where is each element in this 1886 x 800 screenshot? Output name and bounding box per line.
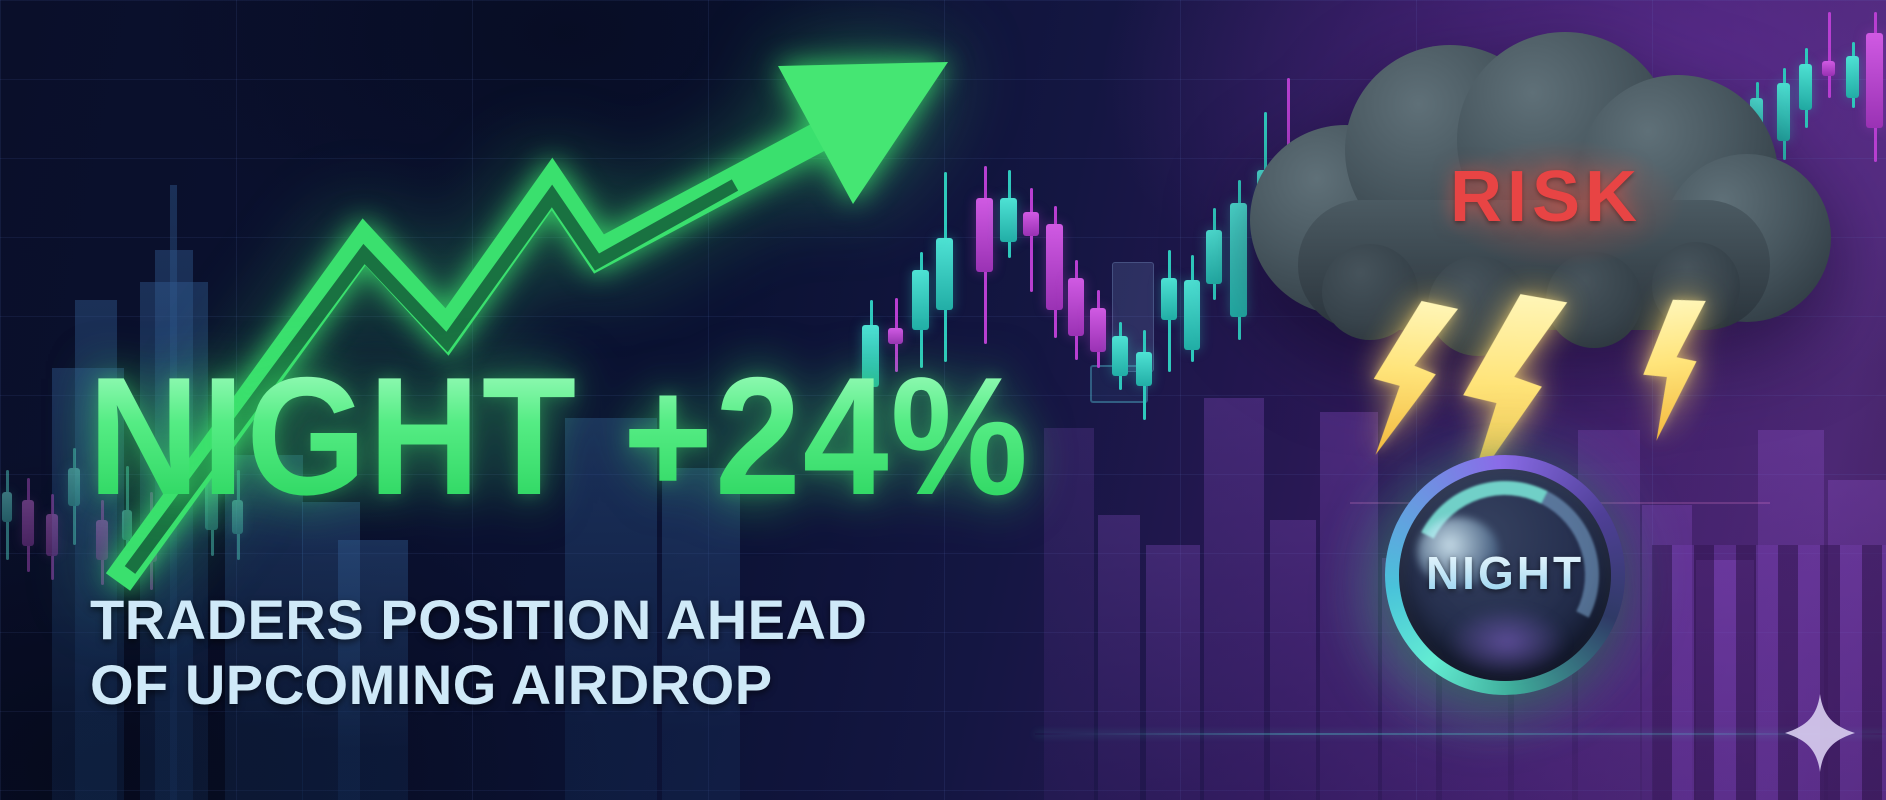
volume-bar (1204, 398, 1264, 800)
candle-body (936, 238, 953, 310)
candle-body (1090, 308, 1106, 352)
skyline-building (52, 368, 124, 800)
candle-body (1046, 224, 1063, 310)
candle-body (22, 500, 34, 546)
candle-body (46, 514, 58, 556)
candle-body (2, 492, 12, 522)
skyline-building (565, 418, 657, 800)
lightning-bolt-icon (1463, 294, 1568, 492)
volume-bar (1044, 428, 1094, 800)
candle-body (1777, 83, 1790, 141)
bar-stripes (1652, 545, 1886, 800)
subtitle: TRADERS POSITION AHEAD OF UPCOMING AIRDR… (90, 588, 867, 718)
volume-bar (1270, 520, 1316, 800)
volume-bar (1146, 545, 1200, 800)
lightning-bolt-icon (1643, 299, 1706, 441)
night-token-coin: NIGHT (1385, 455, 1625, 695)
candle-body (1230, 203, 1247, 317)
skyline-building (662, 468, 740, 800)
candle-body (1799, 64, 1812, 110)
candle-body (1866, 33, 1883, 128)
cloud-puff (1322, 244, 1418, 340)
candle-body (1023, 212, 1039, 236)
candle-body (1161, 278, 1177, 320)
candle-body (1112, 336, 1128, 376)
volume-bar (1098, 515, 1140, 800)
skyline-building (338, 540, 408, 800)
coin-label: NIGHT (1385, 546, 1625, 600)
coin-highlight (1417, 517, 1499, 587)
candle-body (96, 520, 108, 560)
skyline-building (302, 502, 360, 800)
candle-body (1068, 278, 1084, 336)
candle-wick (1030, 188, 1033, 292)
risk-glow (1396, 118, 1726, 288)
candle-body (122, 510, 132, 540)
risk-label: RISK (1449, 157, 1643, 237)
subtitle-line2: OF UPCOMING AIRDROP (90, 652, 773, 716)
subtitle-line1: TRADERS POSITION AHEAD (90, 588, 868, 651)
candle-body (68, 468, 80, 506)
candle-body (205, 478, 218, 530)
candle-body (888, 328, 903, 344)
sparkle-icon (1785, 694, 1855, 772)
candle-wick (1827, 12, 1831, 98)
coin-shadow (1447, 607, 1567, 677)
candle-body (1136, 352, 1152, 386)
candle-body (232, 500, 243, 534)
candle-body (1822, 61, 1835, 76)
candle-body (862, 325, 879, 387)
candle-body (1846, 56, 1859, 98)
candle-body (1184, 280, 1200, 350)
candle-body (1000, 198, 1017, 242)
volume-bar (1320, 412, 1378, 800)
candle-body (912, 270, 929, 330)
storm-cloud-icon: RISK (1250, 32, 1848, 356)
glow-line-teal (1035, 733, 1886, 735)
lightning-bolt-icon (1373, 300, 1459, 455)
candle-body (1206, 230, 1222, 284)
headline-night-24: NIGHT +24% (88, 342, 1030, 530)
candle-body (976, 198, 993, 272)
cloud-puff (1546, 252, 1642, 348)
